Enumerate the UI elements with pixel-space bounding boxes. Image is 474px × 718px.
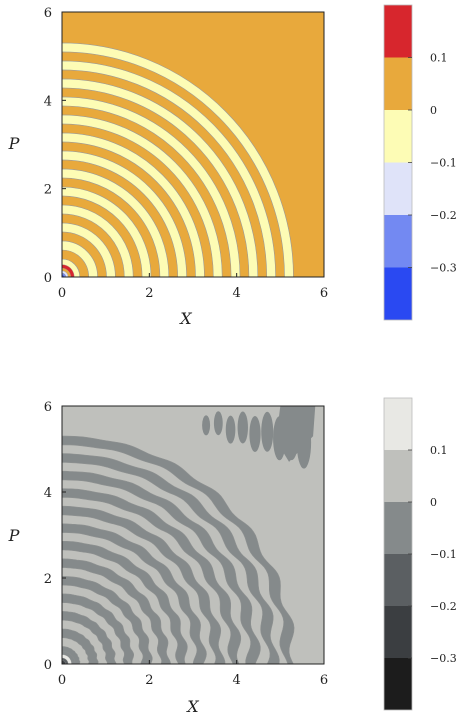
colorbar-segment <box>384 110 412 163</box>
top-xlabel: X <box>178 309 192 328</box>
colorbar-tick-label: 0 <box>430 104 437 117</box>
colorbar-segment <box>384 502 412 554</box>
bottom-plot-frame <box>61 405 325 665</box>
x-tick-label: 4 <box>233 673 241 688</box>
colorbar-tick-label: −0.1 <box>430 548 457 561</box>
x-tick-label: 2 <box>145 286 153 301</box>
x-tick-label: 0 <box>58 673 66 688</box>
noise-band <box>275 406 316 462</box>
noise-blob <box>202 415 211 436</box>
colorbar-segment <box>384 5 412 58</box>
bottom-colorbar: 0.1 0 −0.1 −0.2 −0.3 <box>383 397 457 711</box>
colorbar-segment <box>384 57 412 110</box>
noise-blob <box>225 415 236 444</box>
colorbar-tick-label: 0 <box>430 496 437 509</box>
y-tick-label: 6 <box>44 400 52 415</box>
x-tick-label: 0 <box>58 286 66 301</box>
top-plot-frame <box>61 11 325 278</box>
noise-blob <box>261 411 274 452</box>
colorbar-tick-label: 0.1 <box>430 52 448 65</box>
colorbar-segment <box>384 162 412 215</box>
bottom-ylabel: P <box>8 526 20 545</box>
bottom-plot: 0 2 4 6 0 2 4 6 X P 0.1 0 −0.1 −0.2 −0.3 <box>8 397 457 716</box>
noise-blob <box>249 415 261 452</box>
top-colorbar: 0.1 0 −0.1 −0.2 −0.3 <box>383 4 457 321</box>
colorbar-tick-label: −0.1 <box>430 157 457 170</box>
y-tick-label: 2 <box>44 183 52 198</box>
colorbar-tick-label: −0.2 <box>430 600 457 613</box>
top-ylabel: P <box>8 134 20 153</box>
y-tick-label: 2 <box>44 572 52 587</box>
colorbar-tick-label: −0.3 <box>430 652 457 665</box>
y-tick-label: 4 <box>44 94 52 109</box>
noise-blob <box>213 411 223 436</box>
top-contour-field <box>62 12 324 277</box>
x-tick-label: 2 <box>145 673 153 688</box>
bottom-axis-ticks: 0 2 4 6 0 2 4 6 <box>44 400 328 688</box>
colorbar-tick-label: 0.1 <box>430 444 448 457</box>
bottom-contour-field <box>62 406 324 664</box>
x-tick-label: 6 <box>320 286 328 301</box>
colorbar-segment <box>384 606 412 658</box>
colorbar-segment <box>384 658 412 710</box>
top-axis-ticks: 0 2 4 6 0 2 4 6 <box>44 6 328 301</box>
y-tick-label: 0 <box>44 658 52 673</box>
colorbar-segment <box>384 267 412 320</box>
x-tick-label: 4 <box>233 286 241 301</box>
y-tick-label: 0 <box>44 271 52 286</box>
colorbar-segment <box>384 554 412 606</box>
y-tick-label: 4 <box>44 486 52 501</box>
colorbar-segment <box>384 398 412 450</box>
colorbar-segment <box>384 215 412 268</box>
top-plot: 0 2 4 6 0 2 4 6 X P 0.1 0 −0.1 −0.2 −0.3 <box>8 4 457 328</box>
noise-blob <box>237 411 248 444</box>
colorbar-tick-label: −0.2 <box>430 209 457 222</box>
bottom-xlabel: X <box>185 697 199 716</box>
y-tick-label: 6 <box>44 6 52 21</box>
colorbar-tick-label: −0.3 <box>430 262 457 275</box>
colorbar-segment <box>384 450 412 502</box>
x-tick-label: 6 <box>320 673 328 688</box>
